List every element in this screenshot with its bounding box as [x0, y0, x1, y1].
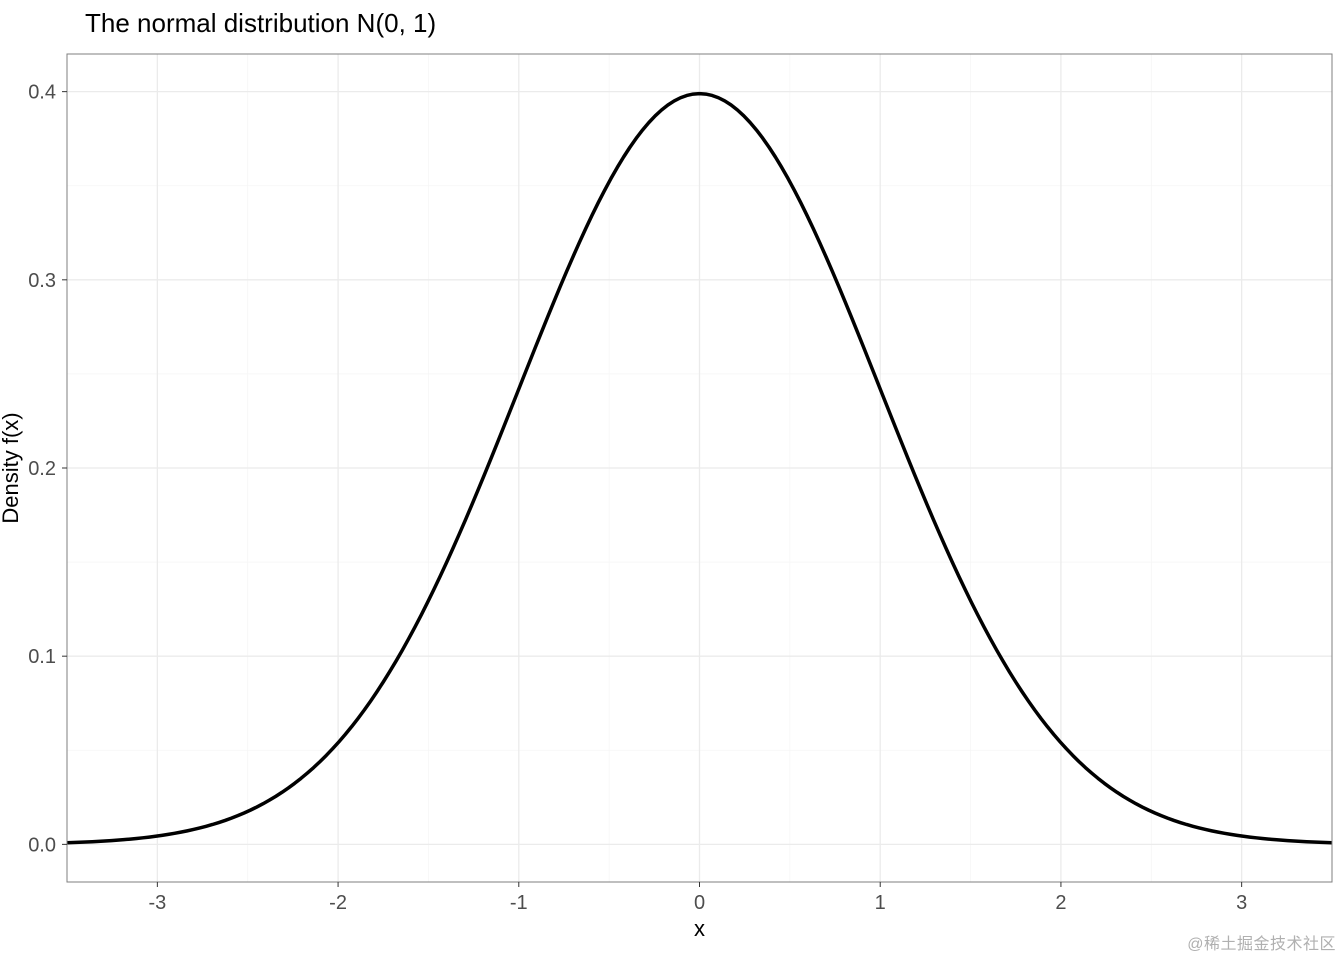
y-tick-label: 0.2 — [28, 458, 56, 480]
y-tick-label: 0.0 — [28, 834, 56, 856]
y-tick-label: 0.1 — [28, 646, 56, 668]
chart-container: -3 -2 -1 0 1 2 3 0.0 0.1 0.2 0.3 0.4 x Density f(x) Th… — [0, 0, 1344, 960]
x-tick-label: -3 — [148, 892, 166, 914]
chart-title: The normal distribution N(0, 1) — [85, 8, 436, 38]
x-tick-label: 3 — [1236, 892, 1247, 914]
y-tick-label: 0.4 — [28, 82, 56, 104]
x-tick-label: -2 — [329, 892, 347, 914]
normal-distribution-chart: -3 -2 -1 0 1 2 3 0.0 0.1 0.2 0.3 0.4 x Density f(x) Th… — [0, 0, 1344, 960]
y-tick-label: 0.3 — [28, 270, 56, 292]
x-tick-label: 0 — [694, 892, 705, 914]
watermark-text: @稀土掘金技术社区 — [1187, 930, 1336, 954]
x-axis-label: x — [694, 916, 705, 941]
x-tick-label: 2 — [1055, 892, 1066, 914]
y-axis-label: Density f(x) — [0, 412, 23, 523]
x-tick-label: -1 — [510, 892, 528, 914]
x-tick-label: 1 — [875, 892, 886, 914]
